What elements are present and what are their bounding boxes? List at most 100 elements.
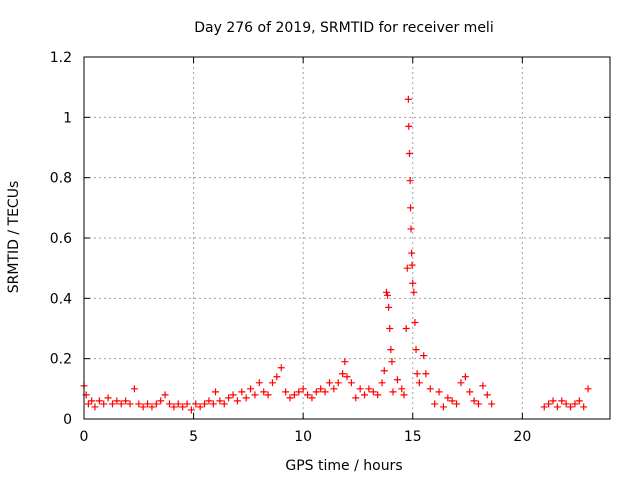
data-point bbox=[247, 385, 255, 393]
data-point bbox=[334, 379, 342, 387]
data-point bbox=[108, 400, 116, 408]
x-tick-label: 0 bbox=[80, 429, 89, 445]
data-point bbox=[413, 370, 421, 378]
data-point bbox=[562, 400, 570, 408]
data-point bbox=[152, 400, 160, 408]
data-point bbox=[91, 403, 99, 411]
data-point bbox=[422, 370, 430, 378]
data-point bbox=[339, 370, 347, 378]
data-point bbox=[374, 391, 382, 399]
data-point bbox=[384, 291, 392, 299]
y-tick-label: 0.8 bbox=[50, 171, 72, 187]
x-axis-ticks: 0 5 10 15 20 bbox=[80, 57, 531, 445]
data-point bbox=[273, 373, 281, 381]
data-point bbox=[216, 397, 224, 405]
x-tick-label: 20 bbox=[513, 429, 531, 445]
data-point bbox=[183, 400, 191, 408]
data-point bbox=[88, 397, 96, 405]
data-point bbox=[148, 403, 156, 411]
data-point bbox=[170, 403, 178, 411]
data-point bbox=[209, 400, 217, 408]
data-point bbox=[139, 403, 147, 411]
data-point bbox=[225, 394, 233, 402]
data-point bbox=[483, 391, 491, 399]
data-point bbox=[404, 95, 412, 103]
data-point bbox=[242, 394, 250, 402]
data-point bbox=[325, 379, 333, 387]
data-point bbox=[161, 391, 169, 399]
data-point bbox=[179, 403, 187, 411]
data-point bbox=[295, 388, 303, 396]
data-point bbox=[385, 303, 393, 311]
data-point bbox=[233, 397, 241, 405]
data-point bbox=[580, 403, 588, 411]
data-point bbox=[356, 385, 364, 393]
data-point bbox=[407, 225, 415, 233]
data-point bbox=[260, 388, 268, 396]
data-point bbox=[475, 400, 482, 408]
data-markers bbox=[80, 95, 592, 414]
data-point bbox=[571, 400, 579, 408]
y-axis-ticks: 0 0.2 0.4 0.6 0.8 1 1.2 bbox=[50, 50, 610, 428]
y-tick-label: 0.4 bbox=[50, 291, 72, 307]
data-point bbox=[264, 391, 272, 399]
data-point bbox=[330, 385, 338, 393]
data-point bbox=[352, 394, 360, 402]
data-point bbox=[122, 397, 130, 405]
data-point bbox=[479, 382, 487, 390]
data-point bbox=[558, 397, 566, 405]
data-point bbox=[205, 397, 213, 405]
y-axis-label: SRMTID / TECUs bbox=[6, 181, 22, 294]
data-point bbox=[308, 394, 316, 402]
data-point bbox=[192, 400, 200, 408]
y-tick-label: 1 bbox=[63, 110, 72, 126]
y-tick-label: 0 bbox=[63, 412, 72, 428]
plot-border bbox=[83, 56, 611, 420]
data-point bbox=[201, 400, 209, 408]
data-point bbox=[157, 397, 165, 405]
data-point bbox=[584, 385, 592, 393]
data-point bbox=[400, 391, 408, 399]
data-point bbox=[365, 385, 373, 393]
data-point bbox=[187, 406, 195, 414]
data-point bbox=[251, 391, 259, 399]
data-point bbox=[412, 346, 420, 354]
data-point bbox=[453, 400, 461, 408]
y-tick-label: 0.6 bbox=[50, 231, 72, 247]
plot-frame bbox=[83, 56, 611, 420]
data-point bbox=[286, 394, 294, 402]
data-point bbox=[387, 346, 395, 354]
data-point bbox=[347, 379, 355, 387]
data-point bbox=[317, 385, 325, 393]
data-point bbox=[196, 403, 204, 411]
data-point bbox=[229, 391, 237, 399]
data-point bbox=[174, 400, 182, 408]
data-point bbox=[457, 379, 465, 387]
data-point bbox=[144, 400, 152, 408]
y-tick-label: 1.2 bbox=[50, 50, 72, 66]
data-point bbox=[406, 177, 414, 185]
data-point bbox=[389, 388, 397, 396]
data-point bbox=[410, 288, 418, 296]
data-point bbox=[407, 204, 415, 212]
data-point bbox=[369, 388, 377, 396]
data-point bbox=[238, 388, 246, 396]
data-point bbox=[212, 388, 219, 396]
data-point bbox=[540, 403, 548, 411]
data-point bbox=[382, 288, 390, 296]
x-tick-label: 5 bbox=[189, 429, 198, 445]
data-point bbox=[405, 150, 413, 158]
data-point bbox=[117, 400, 125, 408]
data-point bbox=[268, 379, 276, 387]
data-point bbox=[126, 400, 134, 408]
data-point bbox=[426, 385, 434, 393]
data-point bbox=[388, 358, 396, 366]
x-tick-label: 10 bbox=[294, 429, 312, 445]
data-point bbox=[448, 397, 456, 405]
data-point bbox=[165, 400, 173, 408]
data-point bbox=[470, 397, 478, 405]
data-point bbox=[408, 249, 416, 257]
data-point bbox=[461, 373, 469, 381]
data-point bbox=[411, 318, 419, 326]
